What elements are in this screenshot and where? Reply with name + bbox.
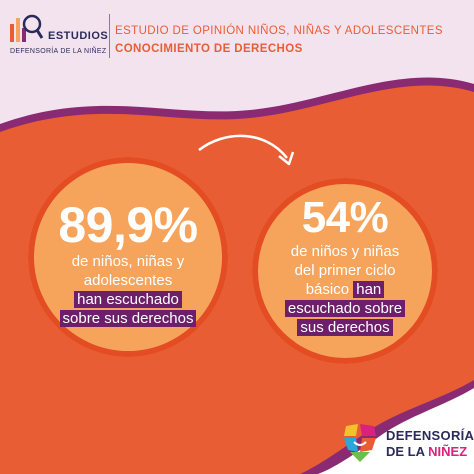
stat-text: del primer ciclo xyxy=(294,262,396,279)
stat-value: 54% xyxy=(301,193,389,242)
stat-highlight: han escuchado xyxy=(74,291,182,308)
stat-right: 54% de niños y niñas del primer ciclo bá… xyxy=(252,196,438,337)
stat-text: básico xyxy=(305,281,350,298)
curved-arrow-icon xyxy=(198,134,295,166)
stat-text: de niños, niñas y xyxy=(71,253,185,270)
header-background xyxy=(0,0,474,132)
stat-highlight: han xyxy=(353,281,385,298)
header-divider xyxy=(109,14,110,58)
estudios-logo: ESTUDIOS DEFENSORÍA DE LA NIÑEZ xyxy=(8,8,108,60)
stat-text: de niños y niñas xyxy=(290,243,400,260)
stat-highlight: escuchado sobre xyxy=(284,300,406,317)
stat-highlight: sus derechos xyxy=(297,319,393,336)
brand-accent-text: NIÑEZ xyxy=(428,444,468,459)
multicolor-shield-icon xyxy=(344,424,376,462)
stat-highlight: sobre sus derechos xyxy=(59,310,197,327)
study-subtitle: CONOCIMIENTO DE DERECHOS xyxy=(115,43,303,55)
stat-description: de niños y niñas del primer ciclo básico… xyxy=(252,242,438,337)
logo-word: ESTUDIOS xyxy=(48,30,109,42)
defensoria-brand: DEFENSORÍA DE LA NIÑEZ xyxy=(340,420,474,468)
chart-magnifier-icon xyxy=(10,14,44,42)
stat-text: adolescentes xyxy=(83,272,173,289)
brand-line1: DEFENSORÍA xyxy=(386,428,474,443)
study-title: ESTUDIO DE OPINIÓN NIÑOS, NIÑAS Y ADOLES… xyxy=(115,25,443,37)
stat-left: 89,9% de niños, niñas y adolescentes han… xyxy=(28,200,228,328)
stat-value: 89,9% xyxy=(58,197,198,253)
logo-subtitle: DEFENSORÍA DE LA NIÑEZ xyxy=(10,48,107,55)
brand-line2: DE LA NIÑEZ xyxy=(386,444,467,459)
brand-text: DE LA xyxy=(386,444,429,459)
stat-description: de niños, niñas y adolescentes han escuc… xyxy=(28,252,228,328)
